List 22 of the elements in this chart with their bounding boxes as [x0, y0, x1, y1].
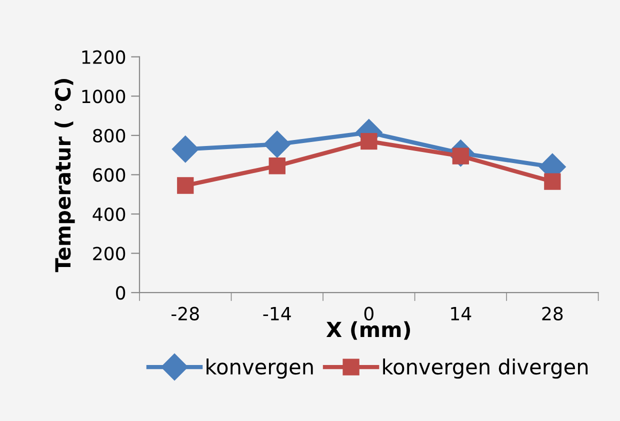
- y-tick-label: 1000: [82, 90, 126, 104]
- y-tick-label: 200: [93, 246, 126, 260]
- x-tick-label: 28: [542, 306, 563, 320]
- legend-label: konvergen divergen: [383, 358, 588, 379]
- point: [360, 132, 378, 150]
- y-tick-label: 800: [93, 128, 126, 143]
- y-axis-title: Temperatur ( °C): [54, 79, 75, 272]
- point: [172, 136, 199, 163]
- x-tick-label: 0: [364, 306, 374, 320]
- x-tick-label: 14: [451, 307, 472, 320]
- point: [264, 130, 291, 158]
- y-tick-label: 600: [93, 168, 126, 182]
- point: [177, 177, 194, 194]
- point: [268, 158, 286, 174]
- x-tick-label: -28: [172, 306, 199, 320]
- y-tick-label: 400: [92, 207, 126, 222]
- point: [544, 173, 561, 190]
- y-tick-label: 0: [116, 286, 126, 300]
- x-axis-title: X (mm): [326, 321, 410, 340]
- y-tick-label: 1200: [82, 50, 126, 64]
- x-tick-label: -14: [263, 307, 291, 320]
- legend-label: konvergen: [206, 358, 313, 379]
